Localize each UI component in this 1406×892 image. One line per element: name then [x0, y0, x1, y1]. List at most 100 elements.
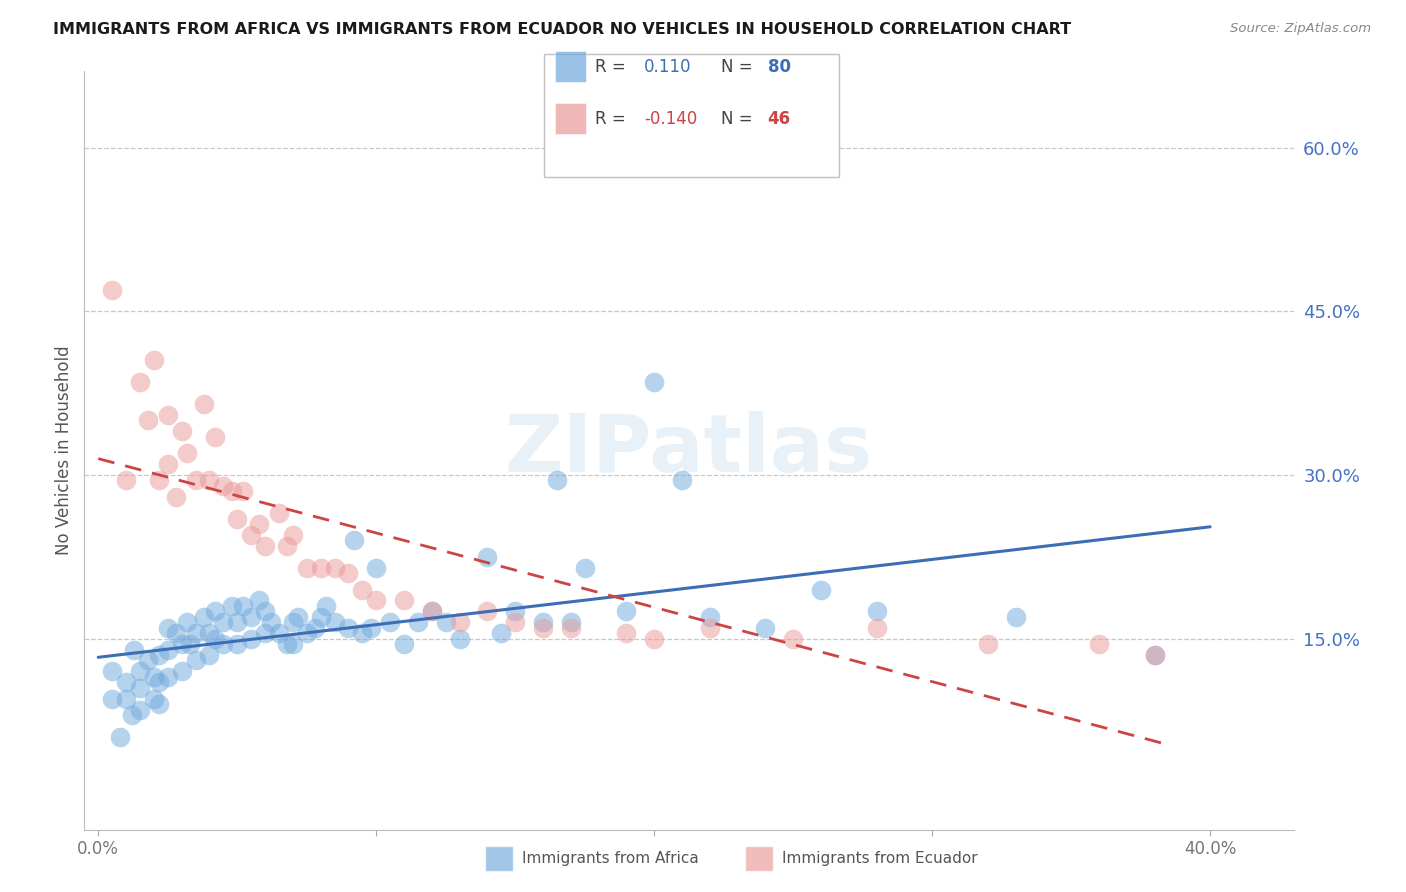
Point: [295, 626, 318, 640]
Point: [671, 474, 693, 488]
Point: [226, 637, 249, 651]
Point: [115, 691, 138, 706]
Point: [156, 457, 179, 471]
Point: [148, 697, 170, 711]
Point: [142, 670, 165, 684]
Point: [121, 708, 143, 723]
Point: [212, 615, 235, 630]
Point: [148, 648, 170, 662]
Y-axis label: No Vehicles in Household: No Vehicles in Household: [55, 345, 73, 556]
Point: [101, 691, 124, 706]
Text: R =: R =: [595, 110, 631, 128]
Point: [184, 626, 207, 640]
Point: [129, 665, 152, 679]
Point: [129, 681, 152, 695]
Point: [212, 479, 235, 493]
Point: [1088, 637, 1111, 651]
Point: [254, 604, 277, 618]
Point: [232, 599, 254, 613]
Point: [226, 615, 249, 630]
Point: [193, 610, 215, 624]
Text: Immigrants from Ecuador: Immigrants from Ecuador: [782, 851, 977, 865]
Point: [1143, 648, 1166, 662]
Point: [249, 517, 271, 532]
Text: N =: N =: [721, 110, 758, 128]
Point: [129, 702, 152, 716]
Point: [165, 490, 187, 504]
Point: [420, 604, 443, 618]
Point: [110, 730, 132, 744]
Point: [204, 632, 226, 646]
Point: [1143, 648, 1166, 662]
Text: 0.110: 0.110: [644, 58, 692, 76]
Point: [531, 615, 554, 630]
Text: IMMIGRANTS FROM AFRICA VS IMMIGRANTS FROM ECUADOR NO VEHICLES IN HOUSEHOLD CORRE: IMMIGRANTS FROM AFRICA VS IMMIGRANTS FRO…: [53, 22, 1071, 37]
Point: [276, 637, 298, 651]
Point: [198, 474, 221, 488]
Point: [226, 511, 249, 525]
Point: [115, 474, 138, 488]
Text: Source: ZipAtlas.com: Source: ZipAtlas.com: [1230, 22, 1371, 36]
Point: [142, 353, 165, 368]
Point: [276, 539, 298, 553]
Point: [574, 560, 596, 574]
Point: [352, 626, 374, 640]
Point: [281, 637, 304, 651]
Point: [254, 626, 277, 640]
Point: [378, 615, 401, 630]
Point: [323, 615, 346, 630]
Text: R =: R =: [595, 58, 636, 76]
Point: [352, 582, 374, 597]
Point: [304, 621, 326, 635]
Point: [176, 446, 198, 460]
Text: -0.140: -0.140: [644, 110, 697, 128]
Point: [115, 675, 138, 690]
Point: [198, 626, 221, 640]
Point: [309, 560, 332, 574]
Point: [360, 621, 382, 635]
Point: [366, 560, 388, 574]
Point: [156, 621, 179, 635]
Point: [449, 615, 471, 630]
Point: [184, 653, 207, 667]
Point: [165, 626, 187, 640]
Point: [267, 626, 290, 640]
Text: 80: 80: [768, 58, 790, 76]
Text: ZIPatlas: ZIPatlas: [505, 411, 873, 490]
Point: [240, 528, 263, 542]
Point: [156, 642, 179, 657]
Point: [198, 648, 221, 662]
Point: [267, 506, 290, 520]
Point: [232, 484, 254, 499]
Point: [865, 621, 887, 635]
Point: [101, 283, 124, 297]
Point: [754, 621, 776, 635]
Point: [193, 397, 215, 411]
Point: [503, 615, 526, 630]
Point: [782, 632, 804, 646]
Point: [977, 637, 1000, 651]
Point: [699, 610, 721, 624]
Point: [142, 691, 165, 706]
Point: [337, 566, 360, 581]
Point: [546, 474, 568, 488]
Point: [204, 604, 226, 618]
Point: [491, 626, 513, 640]
Point: [449, 632, 471, 646]
Point: [477, 604, 499, 618]
Point: [101, 665, 124, 679]
Point: [249, 593, 271, 607]
Point: [531, 621, 554, 635]
Point: [643, 376, 665, 390]
Point: [212, 637, 235, 651]
Text: N =: N =: [721, 58, 758, 76]
Point: [337, 621, 360, 635]
Point: [281, 615, 304, 630]
Point: [184, 474, 207, 488]
Point: [240, 610, 263, 624]
Point: [1004, 610, 1026, 624]
Point: [295, 560, 318, 574]
Point: [560, 615, 582, 630]
Point: [129, 376, 152, 390]
Point: [170, 637, 193, 651]
